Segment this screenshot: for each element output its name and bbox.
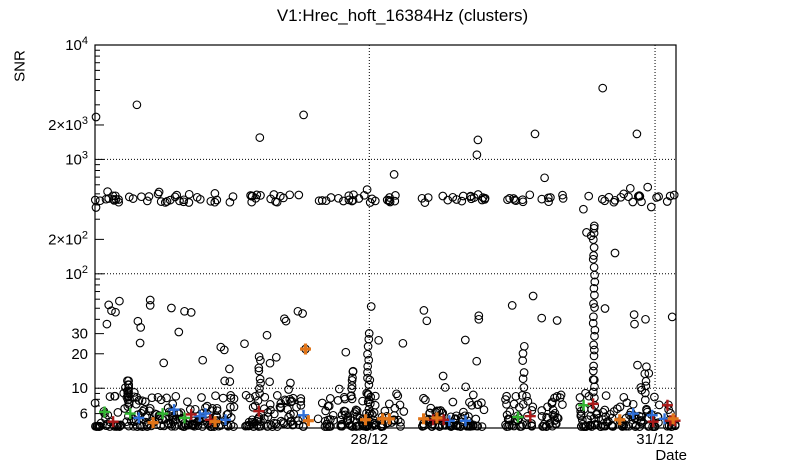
y-axis-ticks xyxy=(95,44,104,424)
svg-text:28/12: 28/12 xyxy=(351,431,389,448)
plot-frame xyxy=(94,44,677,429)
cross-markers-orange_crosses xyxy=(147,343,679,429)
gridlines xyxy=(95,45,676,428)
svg-text:30: 30 xyxy=(71,326,88,343)
svg-text:10: 10 xyxy=(71,380,88,397)
cross-markers-blue_crosses xyxy=(133,404,671,427)
svg-text:104: 104 xyxy=(65,35,88,54)
svg-text:102: 102 xyxy=(65,264,88,283)
cluster-points xyxy=(90,83,680,431)
chart-title: V1:Hrec_hoft_16384Hz (clusters) xyxy=(276,6,529,25)
svg-text:31/12: 31/12 xyxy=(636,431,674,448)
svg-text:6: 6 xyxy=(80,406,88,423)
svg-text:2×102: 2×102 xyxy=(48,229,88,248)
svg-text:2×103: 2×103 xyxy=(48,115,88,134)
svg-text:103: 103 xyxy=(65,149,88,168)
svg-text:20: 20 xyxy=(71,346,88,363)
x-axis-title: Date xyxy=(655,447,687,464)
cross-markers-green_crosses xyxy=(99,399,590,424)
x-axis-ticks: 28/12 31/12 xyxy=(351,419,674,448)
y-axis-tick-labels: 6 10 20 30 102 2×102 103 2×103 104 xyxy=(48,35,88,423)
